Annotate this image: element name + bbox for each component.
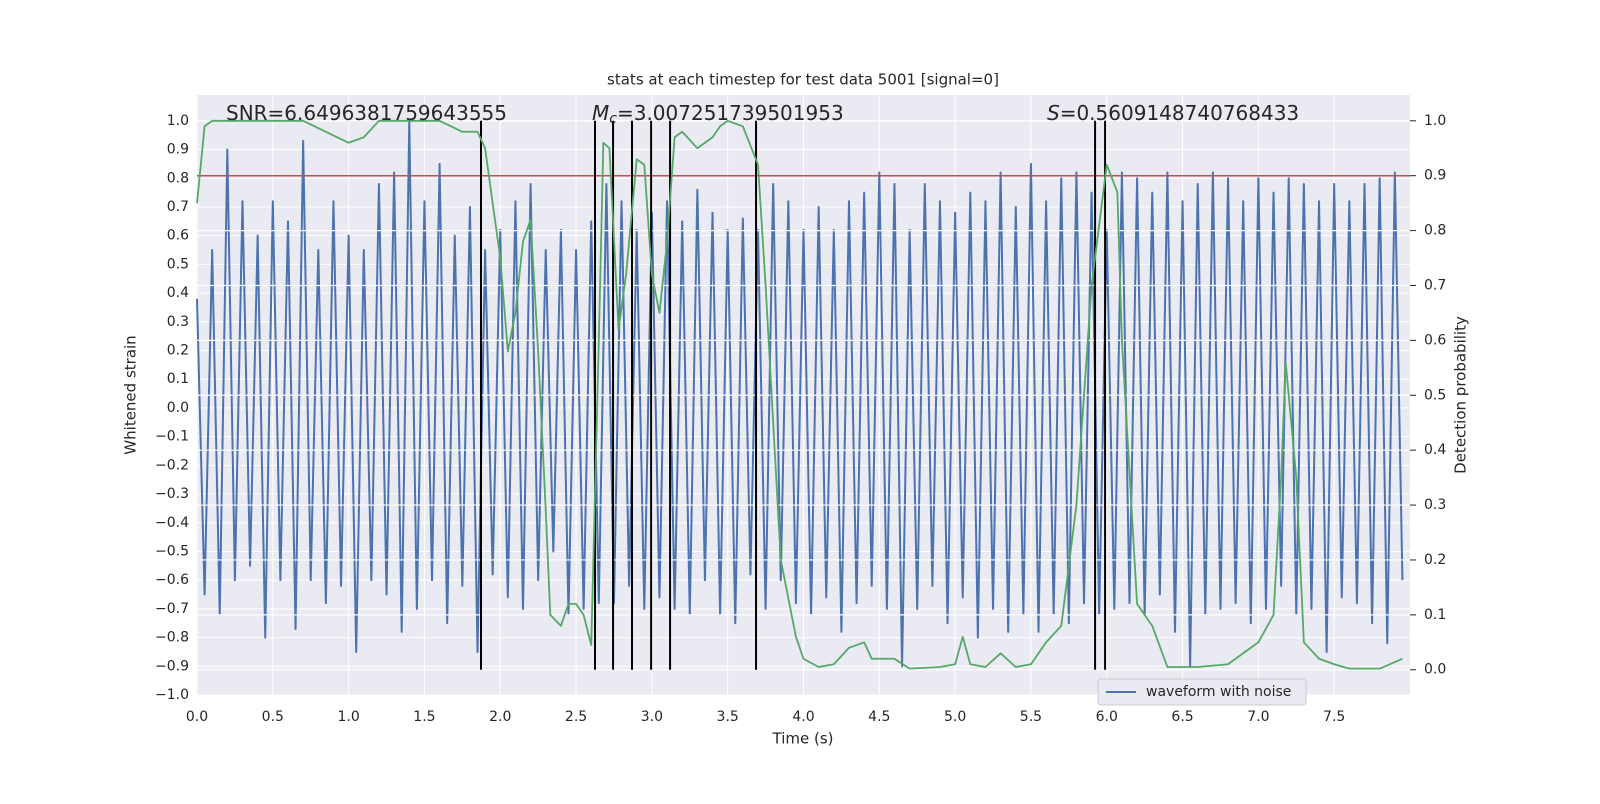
y-tick-label: −1.0	[155, 687, 189, 703]
y2-tick-label: 0.0	[1424, 662, 1446, 678]
y-tick-label: 0.0	[167, 400, 189, 416]
y2-tick-label: 0.9	[1424, 168, 1446, 184]
legend-label: waveform with noise	[1146, 684, 1291, 700]
y2-tick-label: 0.8	[1424, 223, 1446, 239]
y-tick-label: 0.8	[167, 170, 189, 186]
y2-tick-label: 0.3	[1424, 497, 1446, 513]
y-tick-label: −0.3	[155, 486, 189, 502]
probability-line	[196, 119, 1403, 670]
x-tick-label: 5.5	[1020, 709, 1042, 725]
x-tick-label: 4.0	[792, 709, 814, 725]
x-tick-label: 1.5	[413, 709, 435, 725]
x-tick-label: 7.0	[1247, 709, 1269, 725]
y2-tick-label: 0.2	[1424, 552, 1446, 568]
y-tick-label: 0.4	[167, 285, 189, 301]
y2-tick-label: 0.4	[1424, 442, 1446, 458]
x-axis-label: Time (s)	[772, 730, 834, 748]
y-tick-label: 1.0	[167, 113, 189, 129]
annotation-text: SNR=6.6496381759643555	[226, 101, 507, 125]
annotation: SNR=6.6496381759643555	[226, 101, 507, 125]
x-tick-label: 7.5	[1323, 709, 1345, 725]
y2-tick-label: 0.7	[1424, 277, 1446, 293]
y2-tick-label: 0.5	[1424, 387, 1446, 403]
y-tick-label: 0.5	[167, 256, 189, 272]
x-tick-label: 2.0	[489, 709, 511, 725]
y-tick-label: 0.7	[167, 199, 189, 215]
x-tick-label: 6.0	[1096, 709, 1118, 725]
annotation: Mc=3.007251739501953	[592, 101, 844, 128]
y-tick-label: 0.6	[167, 228, 189, 244]
annotation-text: =3.007251739501953	[617, 101, 844, 125]
y-tick-label: 0.9	[167, 142, 189, 158]
y-tick-label: −0.2	[155, 457, 189, 473]
x-tick-label: 0.5	[262, 709, 284, 725]
y2-axis-label: Detection probability	[1452, 316, 1470, 474]
y2-tick-label: 0.1	[1424, 607, 1446, 623]
y-tick-label: 0.3	[167, 314, 189, 330]
y-tick-label: −0.1	[155, 429, 189, 445]
waveform-line	[196, 119, 1404, 668]
x-tick-label: 3.5	[717, 709, 739, 725]
annotation-text: =0.5609148740768433	[1060, 101, 1299, 125]
annotation-symbol: S	[1047, 101, 1060, 125]
y-tick-label: 0.1	[167, 371, 189, 387]
y-tick-label: −0.7	[155, 601, 189, 617]
x-tick-label: 4.5	[868, 709, 890, 725]
legend-box	[1097, 678, 1307, 706]
chart-title: stats at each timestep for test data 500…	[607, 71, 999, 89]
y-tick-label: −0.4	[155, 515, 189, 531]
x-tick-label: 5.0	[944, 709, 966, 725]
y-tick-label: −0.5	[155, 543, 189, 559]
x-tick-label: 0.0	[186, 709, 208, 725]
x-tick-label: 2.5	[565, 709, 587, 725]
annotation: S=0.5609148740768433	[1047, 101, 1299, 125]
y-axis-label: Whitened strain	[122, 335, 140, 454]
y2-tick-label: 1.0	[1424, 113, 1446, 129]
x-tick-label: 1.0	[337, 709, 359, 725]
x-tick-label: 3.0	[641, 709, 663, 725]
y-tick-label: −0.8	[155, 630, 189, 646]
y-tick-label: 0.2	[167, 343, 189, 359]
annotation-symbol: M	[592, 101, 609, 125]
y-tick-label: −0.6	[155, 572, 189, 588]
annotation-subscript: c	[609, 111, 617, 127]
y2-tick-label: 0.6	[1424, 332, 1446, 348]
y-tick-label: −0.9	[155, 658, 189, 674]
x-tick-label: 6.5	[1171, 709, 1193, 725]
